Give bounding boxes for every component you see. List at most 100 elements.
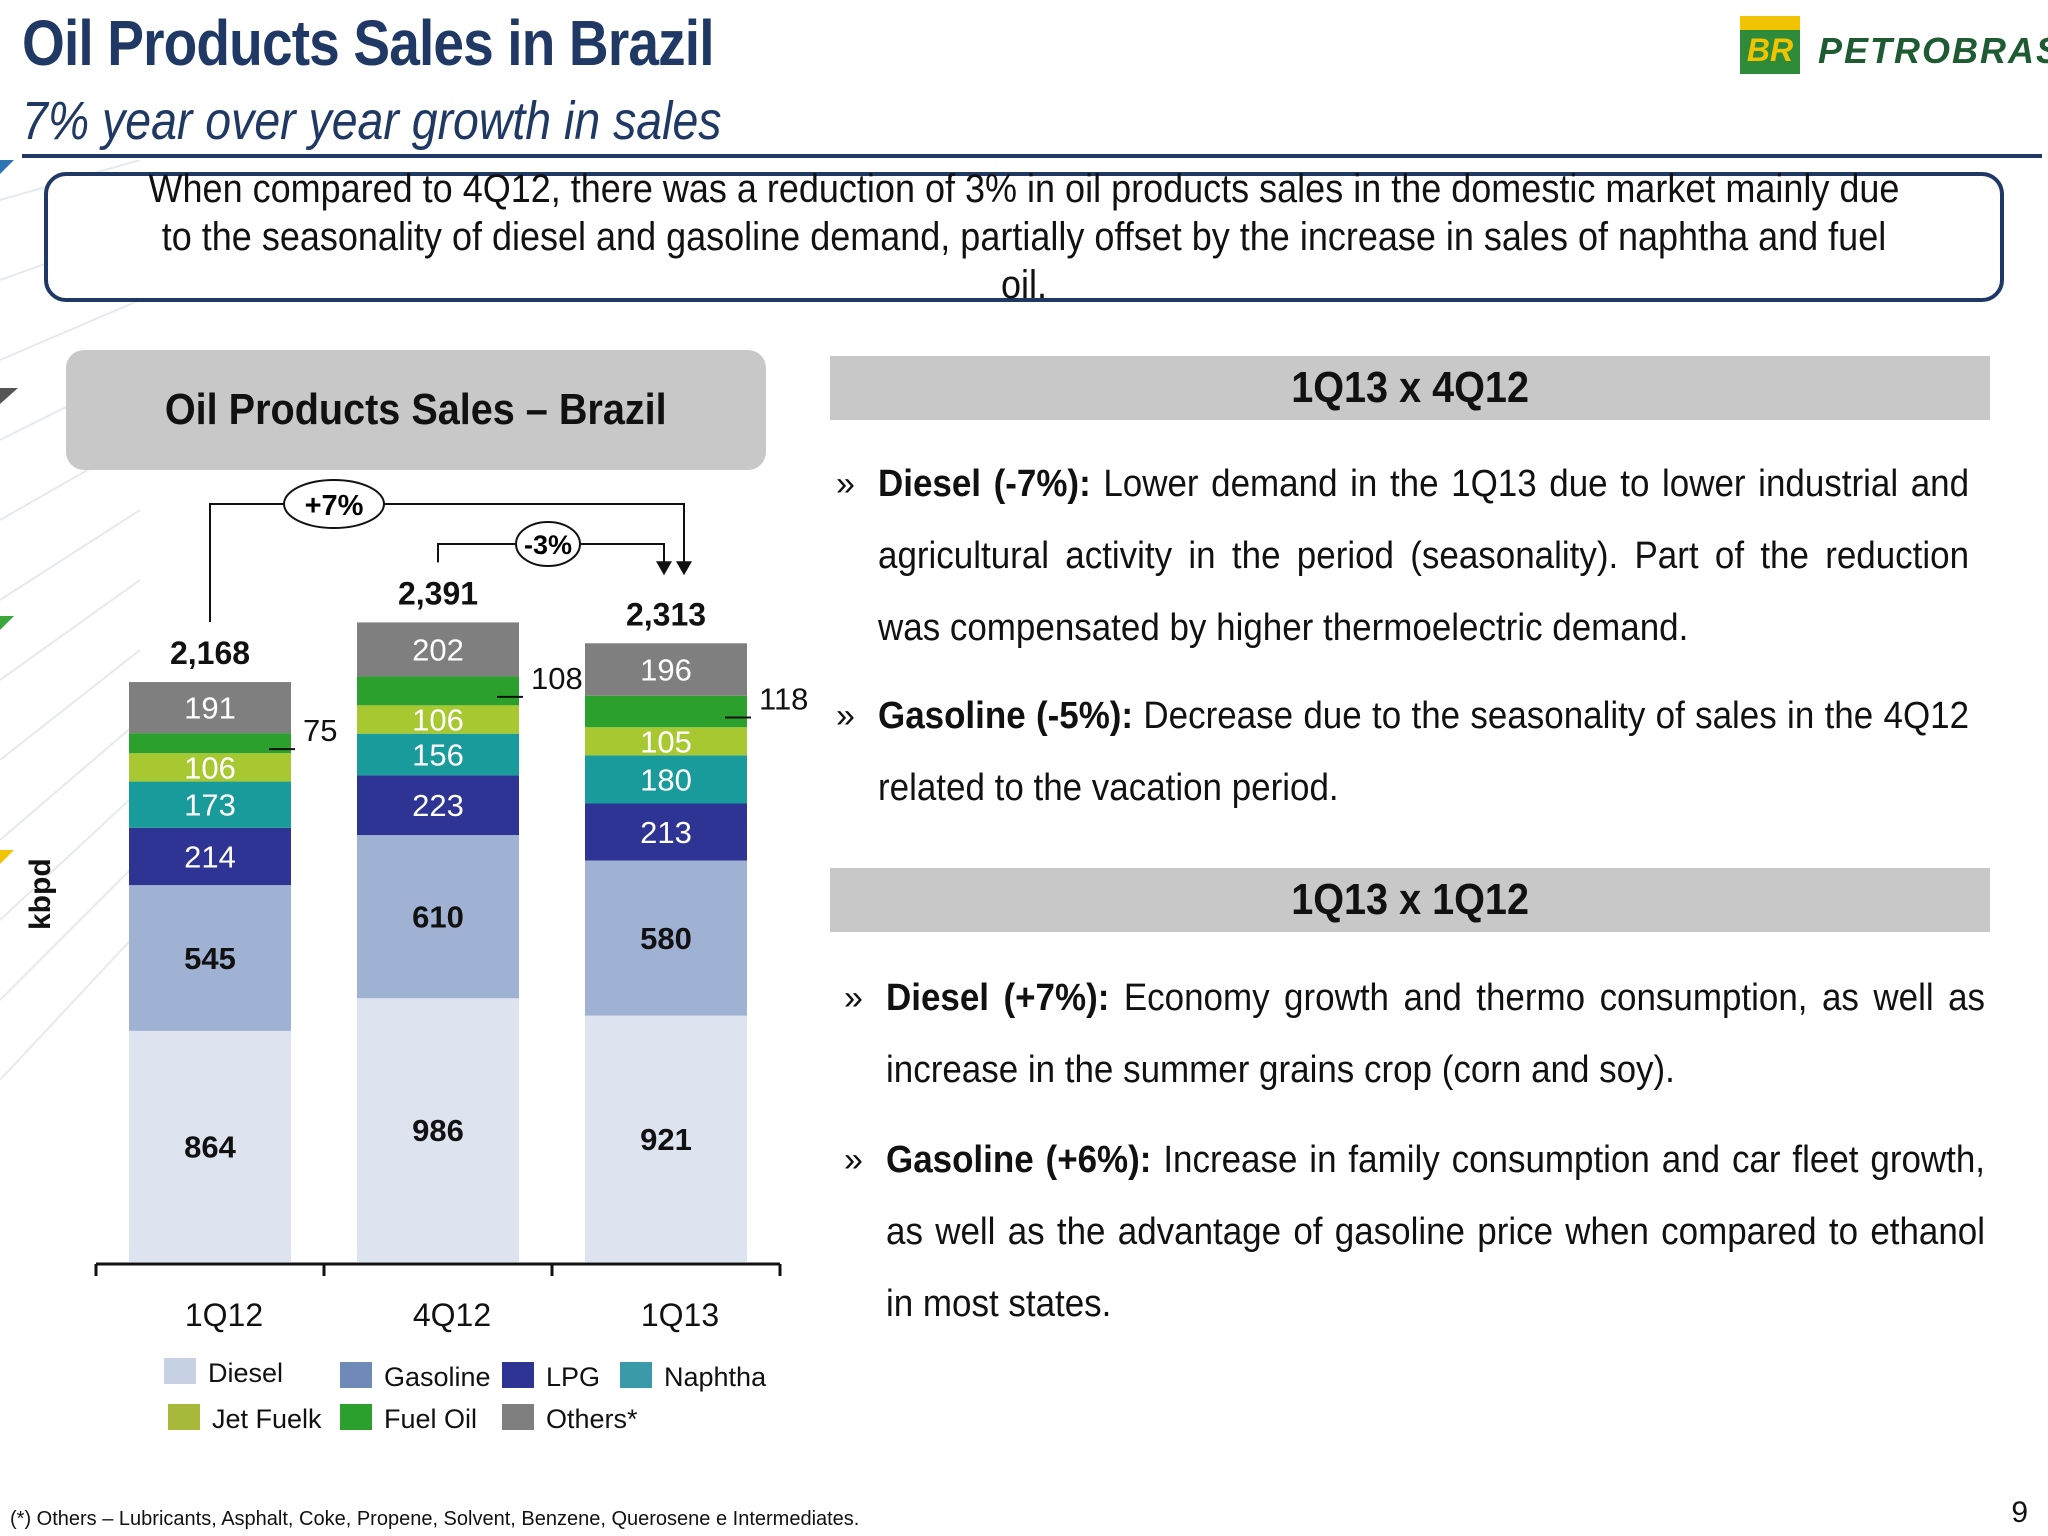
x-tick-label: 1Q12 [185, 1297, 263, 1333]
bar-segment-fuel-oil-1q13 [585, 695, 747, 728]
petrobras-logo: BR PETROBRAS [1740, 16, 2048, 78]
data-label: 191 [184, 691, 236, 726]
legend-label: Diesel [208, 1358, 283, 1388]
legend-label: Gasoline [384, 1362, 491, 1392]
bullet-lead: Gasoline (+6%): [886, 1139, 1152, 1181]
data-label: 196 [640, 652, 692, 687]
bullet-mark: » [844, 979, 863, 1017]
bar-segment-fuel-oil-4q12 [357, 676, 519, 706]
bullet-text: Decrease due to the seasonality of sales… [878, 695, 1970, 809]
bar-segment-diesel-1q12 [129, 1030, 291, 1262]
data-label: 180 [640, 762, 692, 797]
total-label: 2,391 [398, 575, 478, 611]
growth-badge [283, 479, 385, 529]
bar-segment-naphtha-1q12 [129, 781, 291, 828]
data-label: 610 [412, 900, 464, 935]
section-heading-yoy: 1Q13 x 1Q12 [830, 868, 1990, 932]
data-label: 173 [184, 788, 236, 823]
bar-segment-jet-fuelk-4q12 [357, 705, 519, 734]
legend-label: Jet Fuelk [212, 1404, 322, 1434]
data-label: 108 [531, 661, 583, 696]
data-label: 118 [759, 681, 808, 716]
growth-label: +7% [305, 490, 364, 522]
footnote: (*) Others – Lubricants, Asphalt, Coke, … [10, 1508, 860, 1530]
bar-segment-lpg-1q13 [585, 803, 747, 861]
page-subtitle: 7% year over year growth in sales [22, 91, 722, 151]
bullet-lead: Gasoline (-5%): [878, 695, 1134, 737]
data-label: 580 [640, 921, 692, 956]
bar-segment-jet-fuelk-1q13 [585, 727, 747, 756]
x-tick-label: 1Q13 [641, 1297, 719, 1333]
legend-swatch [502, 1404, 534, 1430]
chart-title: Oil Products Sales – Brazil [165, 385, 667, 434]
y-axis-label: kbpd [24, 858, 57, 930]
legend-label: LPG [546, 1362, 600, 1392]
section-heading-text: 1Q13 x 4Q12 [1291, 363, 1529, 412]
bar-segment-jet-fuelk-1q12 [129, 753, 291, 782]
data-label: 545 [184, 941, 236, 976]
data-label: 156 [412, 738, 464, 773]
change-badge [515, 521, 581, 567]
bar-segment-naphtha-4q12 [357, 733, 519, 776]
bullet-gasoline-q4: » Gasoline (-5%): Decrease due to the se… [836, 680, 1970, 824]
data-label: 214 [184, 839, 236, 874]
summary-box: When compared to 4Q12, there was a reduc… [44, 167, 2004, 307]
bullet-lead: Diesel (+7%): [886, 977, 1110, 1019]
bullet-mark: » [836, 465, 855, 503]
x-tick-label: 4Q12 [413, 1297, 491, 1333]
bar-segment-others--1q12 [129, 682, 291, 734]
legend-swatch [502, 1362, 534, 1388]
chart-title-box: Oil Products Sales – Brazil [66, 350, 766, 470]
total-label: 2,168 [170, 635, 250, 671]
page-number: 9 [2011, 1496, 2028, 1529]
bar-segment-others--1q13 [585, 643, 747, 696]
data-label: 223 [412, 788, 464, 823]
page-title: Oil Products Sales in Brazil [22, 7, 715, 79]
data-label: 106 [184, 750, 236, 785]
legend-label: Others* [546, 1404, 638, 1434]
data-label: 921 [640, 1122, 692, 1157]
legend-swatch [164, 1358, 196, 1384]
legend-swatch [620, 1362, 652, 1388]
data-label: 75 [303, 713, 337, 748]
bullet-diesel-q4: » Diesel (-7%): Lower demand in the 1Q13… [836, 448, 1970, 664]
growth-arrow-head [676, 561, 692, 576]
title-divider [22, 154, 2042, 158]
bullet-text: Lower demand in the 1Q13 due to lower in… [878, 463, 1970, 649]
bar-segment-others--4q12 [357, 622, 519, 677]
bullet-text: Economy growth and thermo consumption, a… [886, 977, 1986, 1091]
total-label: 2,313 [626, 596, 706, 632]
data-label: 986 [412, 1113, 464, 1148]
legend-label: Naphtha [664, 1362, 767, 1392]
bullet-mark: » [844, 1141, 863, 1179]
background-decoration [0, 160, 140, 1081]
bullet-gasoline-yoy: » Gasoline (+6%): Increase in family con… [844, 1124, 1986, 1340]
bullet-mark: » [836, 697, 855, 735]
data-label: 202 [412, 632, 464, 667]
bar-segment-naphtha-1q13 [585, 755, 747, 804]
bar-segment-diesel-1q13 [585, 1015, 747, 1262]
legend-swatch [340, 1362, 372, 1388]
bullet-text: Increase in family consumption and car f… [886, 1139, 1986, 1325]
data-label: 213 [640, 815, 692, 850]
bar-segment-gasoline-1q12 [129, 885, 291, 1031]
bar-segment-diesel-4q12 [357, 998, 519, 1262]
logo-mark: BR [1746, 32, 1794, 68]
bar-segment-fuel-oil-1q12 [129, 733, 291, 754]
summary-text: When compared to 4Q12, there was a reduc… [148, 167, 1900, 307]
bar-segment-lpg-1q12 [129, 827, 291, 886]
data-label: 864 [184, 1129, 236, 1164]
section-heading-q4: 1Q13 x 4Q12 [830, 356, 1990, 420]
br-logo-icon: BR [1740, 16, 1800, 74]
section-heading-text: 1Q13 x 1Q12 [1291, 875, 1529, 924]
legend-label: Fuel Oil [384, 1404, 477, 1434]
data-label: 106 [412, 703, 464, 738]
legend-swatch [340, 1404, 372, 1430]
bullet-diesel-yoy: » Diesel (+7%): Economy growth and therm… [844, 962, 1986, 1106]
legend-swatch [168, 1404, 200, 1430]
logo-text: PETROBRAS [1818, 30, 2048, 71]
change-arrow-head [656, 561, 672, 576]
bar-segment-lpg-4q12 [357, 775, 519, 836]
change-label: -3% [524, 530, 572, 560]
